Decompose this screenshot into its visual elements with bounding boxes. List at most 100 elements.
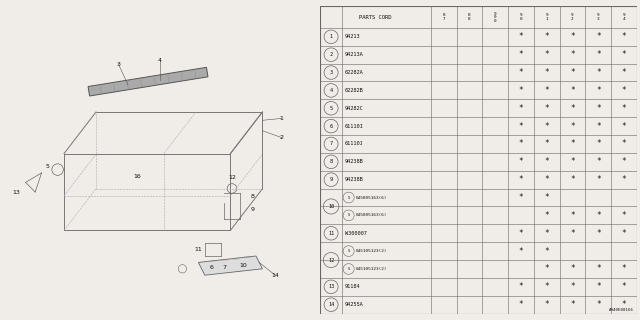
- Text: *: *: [570, 211, 575, 220]
- Text: *: *: [621, 229, 627, 238]
- Text: 4: 4: [330, 88, 333, 93]
- Text: 12: 12: [228, 175, 236, 180]
- Text: 91184: 91184: [345, 284, 360, 289]
- Text: *: *: [518, 104, 524, 113]
- Text: *: *: [570, 300, 575, 309]
- Text: *: *: [545, 175, 549, 184]
- Text: *: *: [518, 157, 524, 166]
- Text: 1: 1: [330, 34, 333, 39]
- Text: *: *: [545, 247, 549, 256]
- Text: 11: 11: [328, 231, 334, 236]
- Text: 7: 7: [330, 141, 333, 147]
- Text: 7: 7: [222, 265, 226, 270]
- Text: 2: 2: [330, 52, 333, 57]
- Text: 94282C: 94282C: [345, 106, 364, 111]
- Text: W300007: W300007: [345, 231, 367, 236]
- Text: 61110I: 61110I: [345, 124, 364, 129]
- Text: *: *: [596, 68, 600, 77]
- Text: 1: 1: [280, 116, 284, 121]
- Text: *: *: [621, 157, 627, 166]
- Text: 94213: 94213: [345, 34, 360, 39]
- Text: *: *: [570, 104, 575, 113]
- Text: 16: 16: [134, 173, 141, 179]
- Text: *: *: [570, 86, 575, 95]
- Text: 14: 14: [328, 302, 334, 307]
- Text: 14: 14: [271, 273, 279, 278]
- Text: *: *: [545, 193, 549, 202]
- Text: 10: 10: [328, 204, 334, 209]
- Text: 11: 11: [195, 247, 202, 252]
- Polygon shape: [198, 256, 262, 275]
- Text: 10: 10: [239, 263, 247, 268]
- Text: *: *: [570, 32, 575, 41]
- Text: 045005163(6): 045005163(6): [356, 196, 387, 200]
- Text: *: *: [596, 104, 600, 113]
- Text: *: *: [545, 86, 549, 95]
- Text: *: *: [545, 300, 549, 309]
- Text: *: *: [596, 122, 600, 131]
- Text: *: *: [545, 104, 549, 113]
- Text: *: *: [621, 86, 627, 95]
- Text: 2: 2: [280, 135, 284, 140]
- Text: *: *: [596, 264, 600, 274]
- Text: 8
8: 8 8: [468, 13, 471, 21]
- Text: 4: 4: [158, 58, 162, 63]
- Text: 9
1: 9 1: [545, 13, 548, 21]
- Text: *: *: [570, 50, 575, 59]
- Text: *: *: [596, 157, 600, 166]
- Text: *: *: [570, 157, 575, 166]
- Text: 62282B: 62282B: [345, 88, 364, 93]
- Text: S: S: [348, 249, 350, 253]
- Text: *: *: [545, 68, 549, 77]
- Text: *: *: [570, 140, 575, 148]
- Text: *: *: [596, 50, 600, 59]
- Text: *: *: [570, 122, 575, 131]
- Text: 9
0: 9 0: [520, 13, 522, 21]
- Text: *: *: [621, 264, 627, 274]
- Text: 5: 5: [330, 106, 333, 111]
- Text: 8: 8: [330, 159, 333, 164]
- Text: *: *: [596, 140, 600, 148]
- Text: *: *: [596, 300, 600, 309]
- Text: 3: 3: [330, 70, 333, 75]
- Text: *: *: [518, 32, 524, 41]
- Text: *: *: [518, 193, 524, 202]
- Text: *: *: [545, 50, 549, 59]
- Text: 9: 9: [330, 177, 333, 182]
- Text: 9: 9: [251, 207, 255, 212]
- Text: *: *: [518, 140, 524, 148]
- Text: 9
4: 9 4: [623, 13, 625, 21]
- Text: 94255A: 94255A: [345, 302, 364, 307]
- Text: A940E00166: A940E00166: [609, 308, 634, 312]
- Text: *: *: [596, 282, 600, 291]
- Text: *: *: [518, 122, 524, 131]
- Text: *: *: [545, 282, 549, 291]
- Text: *: *: [570, 282, 575, 291]
- Text: *: *: [621, 122, 627, 131]
- Text: PARTS CORD: PARTS CORD: [359, 15, 392, 20]
- Text: *: *: [621, 175, 627, 184]
- Text: 8
7: 8 7: [442, 13, 445, 21]
- Text: *: *: [518, 247, 524, 256]
- Text: 5: 5: [46, 164, 50, 169]
- Text: *: *: [596, 32, 600, 41]
- Text: *: *: [621, 32, 627, 41]
- Text: *: *: [518, 68, 524, 77]
- Text: *: *: [545, 32, 549, 41]
- Text: *: *: [518, 229, 524, 238]
- Text: 94213A: 94213A: [345, 52, 364, 57]
- Text: 12: 12: [328, 258, 334, 262]
- Text: *: *: [621, 104, 627, 113]
- Text: *: *: [621, 211, 627, 220]
- Text: *: *: [545, 157, 549, 166]
- Text: S: S: [348, 196, 350, 200]
- Text: 045005163(6): 045005163(6): [356, 213, 387, 217]
- Text: 61110J: 61110J: [345, 141, 364, 147]
- Text: 94238B: 94238B: [345, 159, 364, 164]
- Text: *: *: [570, 68, 575, 77]
- Text: *: *: [621, 300, 627, 309]
- Text: *: *: [518, 86, 524, 95]
- Polygon shape: [88, 67, 208, 96]
- Text: S: S: [348, 213, 350, 217]
- Text: *: *: [545, 211, 549, 220]
